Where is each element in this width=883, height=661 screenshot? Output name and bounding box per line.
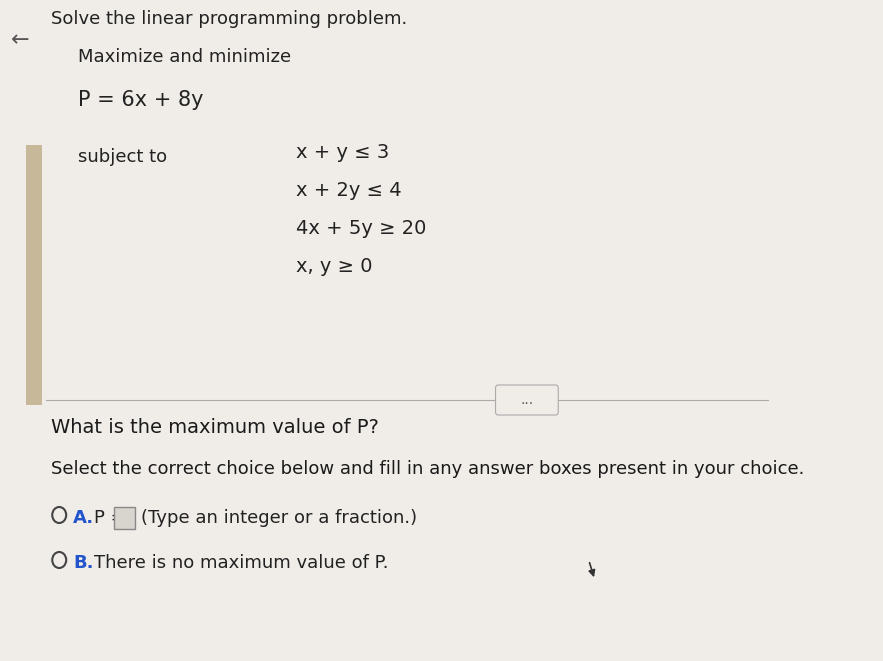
- Text: subject to: subject to: [79, 148, 168, 166]
- Text: 4x + 5y ≥ 20: 4x + 5y ≥ 20: [296, 219, 426, 238]
- Text: What is the maximum value of P?: What is the maximum value of P?: [50, 418, 379, 437]
- Text: P = 6x + 8y: P = 6x + 8y: [79, 90, 204, 110]
- Text: x, y ≥ 0: x, y ≥ 0: [296, 257, 373, 276]
- Text: ...: ...: [520, 393, 533, 407]
- Text: x + y ≤ 3: x + y ≤ 3: [296, 143, 389, 162]
- Text: (Type an integer or a fraction.): (Type an integer or a fraction.): [141, 509, 417, 527]
- Text: Solve the linear programming problem.: Solve the linear programming problem.: [50, 10, 407, 28]
- Text: P =: P =: [94, 509, 125, 527]
- Bar: [26, 145, 42, 405]
- FancyBboxPatch shape: [495, 385, 558, 415]
- Text: x + 2y ≤ 4: x + 2y ≤ 4: [296, 181, 402, 200]
- Text: A.: A.: [73, 509, 94, 527]
- Text: ←: ←: [11, 30, 29, 50]
- Text: Select the correct choice below and fill in any answer boxes present in your cho: Select the correct choice below and fill…: [50, 460, 804, 478]
- Text: B.: B.: [73, 554, 94, 572]
- Text: There is no maximum value of P.: There is no maximum value of P.: [94, 554, 389, 572]
- Text: Maximize and minimize: Maximize and minimize: [79, 48, 291, 66]
- Bar: [114, 507, 135, 529]
